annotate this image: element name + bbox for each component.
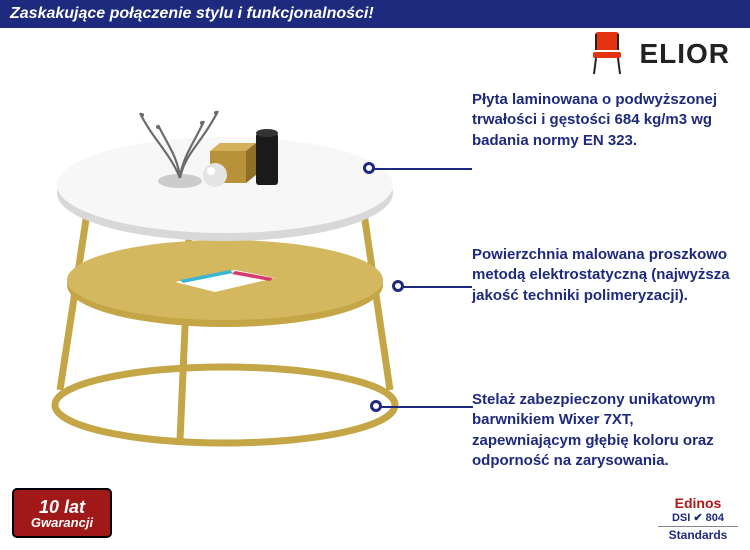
pointer-dot-1	[363, 162, 375, 174]
product-illustration	[30, 85, 430, 455]
warranty-years: 10 lat	[39, 498, 85, 516]
brand-name: ELIOR	[639, 38, 730, 70]
pointer-dot-2	[392, 280, 404, 292]
pointer-line-2	[400, 286, 472, 288]
chair-icon	[589, 30, 629, 78]
callout-frame: Stelaż zabezpieczony unikatowym barwniki…	[472, 390, 732, 471]
callout-top-plate: Płyta laminowana o podwyższonej trwałośc…	[472, 90, 732, 151]
warranty-badge: 10 lat Gwarancji	[12, 488, 112, 538]
cert-badge: Edinos DSI ✔ 804 Standards	[658, 495, 738, 542]
warranty-label: Gwarancji	[31, 516, 93, 529]
cert-label: Standards	[658, 526, 738, 542]
pointer-dot-3	[370, 400, 382, 412]
cert-code: DSI ✔ 804	[658, 511, 738, 524]
brand-block: ELIOR	[589, 30, 730, 78]
cert-brand: Edinos	[658, 495, 738, 511]
pointer-line-1	[372, 168, 472, 170]
pointer-line-3	[378, 406, 473, 408]
callout-shelf: Powierzchnia malowana proszkowo metodą e…	[472, 245, 732, 306]
header-tagline: Zaskakujące połączenie stylu i funkcjona…	[0, 0, 750, 28]
